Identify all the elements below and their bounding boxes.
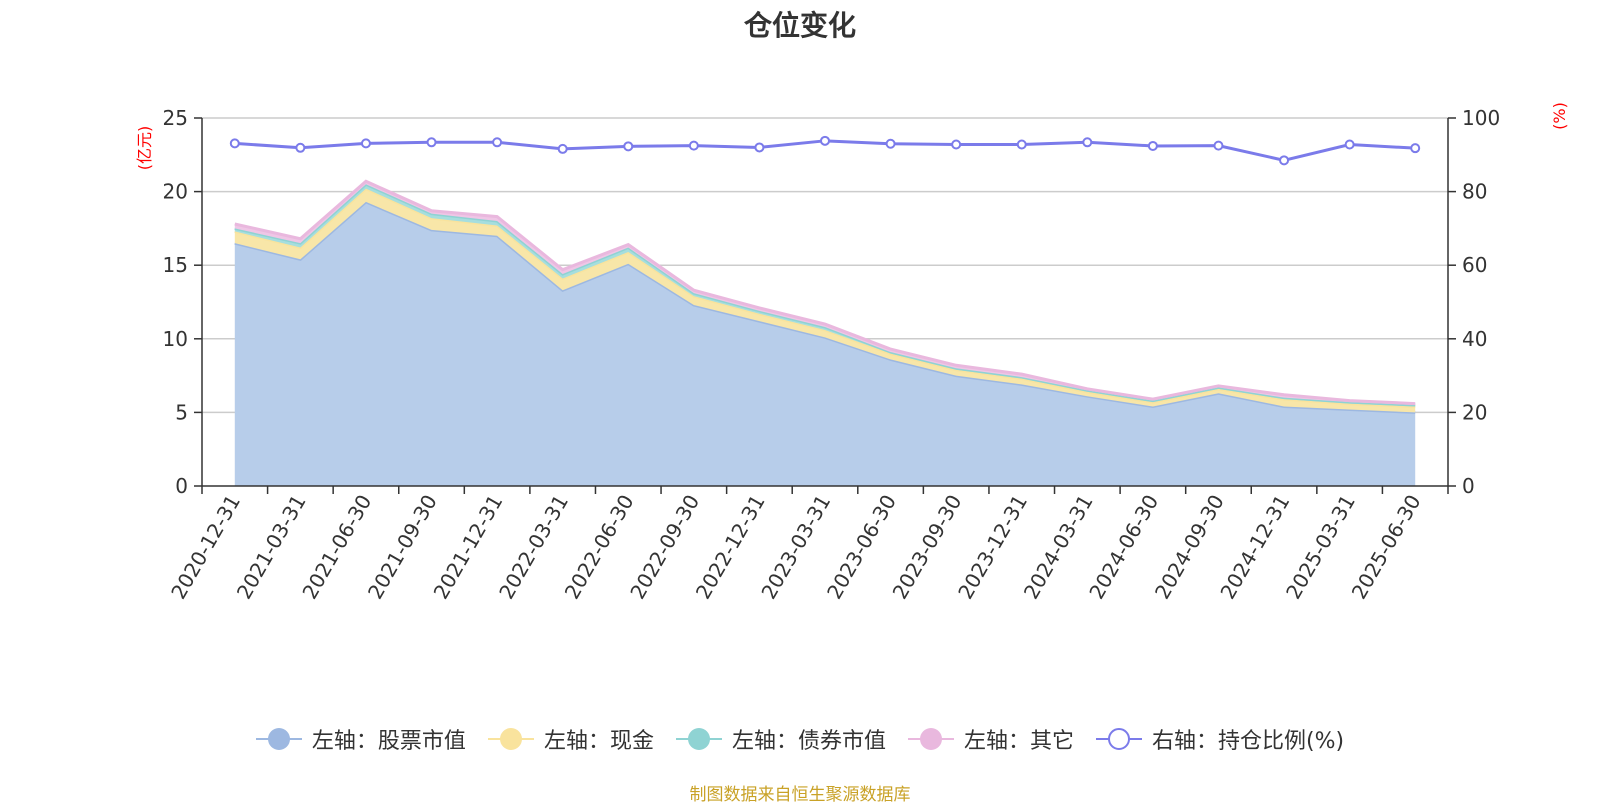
holding-ratio-point xyxy=(1213,140,1224,151)
x-axis-tick-label: 2024-06-30 xyxy=(1084,491,1163,604)
x-axis-tick-label: 2024-12-31 xyxy=(1215,491,1294,604)
holding-ratio-point xyxy=(885,138,896,149)
legend-marker-other xyxy=(907,726,954,752)
source-note: 制图数据来自恒生聚源数据库 xyxy=(689,785,911,805)
x-axis-tick-label: 2024-09-30 xyxy=(1150,491,1229,604)
left-axis-tick-label: 5 xyxy=(175,400,188,424)
stacked-area-layer xyxy=(234,179,1416,487)
area-stock xyxy=(234,201,1416,487)
legend-label-other: 左轴：其它 xyxy=(963,729,1074,754)
holding-ratio-point xyxy=(229,138,240,149)
holding-ratio-point xyxy=(1279,155,1290,166)
x-axis-tick-label: 2021-12-31 xyxy=(429,491,508,604)
holding-ratio-point xyxy=(820,135,830,146)
left-axis-tick-label: 25 xyxy=(163,106,188,130)
right-axis-unit: (%) xyxy=(1550,102,1569,130)
holding-ratio-point xyxy=(1147,140,1158,151)
holding-ratio-point xyxy=(754,142,765,153)
legend-item-other[interactable]: 左轴：其它 xyxy=(907,723,1074,755)
right-axis-tick-label: 100 xyxy=(1462,106,1500,130)
right-axis-tick-label: 20 xyxy=(1462,400,1487,424)
legend-item-bond[interactable]: 左轴：债券市值 xyxy=(675,723,886,755)
legend-marker-stock xyxy=(255,726,302,752)
x-axis-tick-label: 2021-09-30 xyxy=(363,491,442,604)
right-axis-tick-label: 40 xyxy=(1462,327,1487,351)
x-axis-tick-label: 2022-09-30 xyxy=(625,491,704,604)
x-axis-tick-label: 2022-12-31 xyxy=(691,491,770,604)
legend-marker-bond xyxy=(675,726,722,752)
legend-label-bond: 左轴：债券市值 xyxy=(731,729,886,754)
left-axis-unit: (亿元) xyxy=(135,126,154,171)
right-axis-tick-label: 80 xyxy=(1462,180,1487,204)
right-axis-tick-label: 60 xyxy=(1462,253,1487,277)
x-axis-tick-label: 2025-03-31 xyxy=(1281,491,1360,604)
holding-ratio-point xyxy=(1344,139,1355,150)
holding-ratio-point xyxy=(1082,137,1093,148)
holding-ratio-point xyxy=(951,139,962,150)
x-axis-tick-label: 2024-03-31 xyxy=(1019,491,1098,604)
legend-label-ratio: 右轴：持仓比例(%) xyxy=(1151,729,1345,754)
legend-label-stock: 左轴：股票市值 xyxy=(311,729,466,754)
x-axis-tick-label: 2021-03-31 xyxy=(232,491,311,604)
left-axis-tick-label: 10 xyxy=(163,327,188,351)
holding-ratio-point xyxy=(557,143,568,154)
right-axis-tick-label: 0 xyxy=(1462,474,1475,498)
left-axis-tick-label: 15 xyxy=(163,253,188,277)
left-axis-tick-label: 20 xyxy=(163,180,188,204)
x-axis-tick-label: 2023-12-31 xyxy=(953,491,1032,604)
holding-ratio-point xyxy=(492,137,503,148)
holding-ratio-point xyxy=(360,138,371,149)
x-axis-tick-label: 2025-06-30 xyxy=(1347,491,1426,604)
x-axis-tick-label: 2023-03-31 xyxy=(756,491,835,604)
legend-item-cash[interactable]: 左轴：现金 xyxy=(487,723,654,755)
legend-item-ratio[interactable]: 右轴：持仓比例(%) xyxy=(1095,723,1345,755)
holding-ratio-point xyxy=(688,140,699,151)
legend-marker-ratio xyxy=(1095,726,1142,752)
area-edge-line xyxy=(234,179,1416,406)
holding-ratio-point xyxy=(295,142,306,153)
x-axis-tick-label: 2021-06-30 xyxy=(297,491,376,604)
chart-title: 仓位变化 xyxy=(743,9,856,42)
x-axis-tick-label: 2022-03-31 xyxy=(494,491,573,604)
legend-item-stock[interactable]: 左轴：股票市值 xyxy=(255,723,466,755)
holding-ratio-line-layer xyxy=(229,135,1421,166)
x-axis-tick-label: 2023-09-30 xyxy=(888,491,967,604)
x-axis-tick-label: 2023-06-30 xyxy=(822,491,901,604)
legend: 左轴：股票市值 左轴：现金 左轴：债券市值 左轴：其它 右轴：持仓比例(%) xyxy=(0,722,1600,756)
holding-ratio-point xyxy=(1016,139,1027,150)
x-axis-tick-label: 2022-06-30 xyxy=(560,491,639,604)
legend-marker-cash xyxy=(487,726,534,752)
holding-ratio-point xyxy=(1410,143,1421,154)
area-cash xyxy=(234,188,1416,413)
left-axis-tick-label: 0 xyxy=(175,474,188,498)
x-axis-tick-label: 2020-12-31 xyxy=(166,491,245,604)
holding-ratio-point xyxy=(426,137,437,148)
legend-label-cash: 左轴：现金 xyxy=(543,729,654,754)
holding-ratio-point xyxy=(623,141,634,152)
